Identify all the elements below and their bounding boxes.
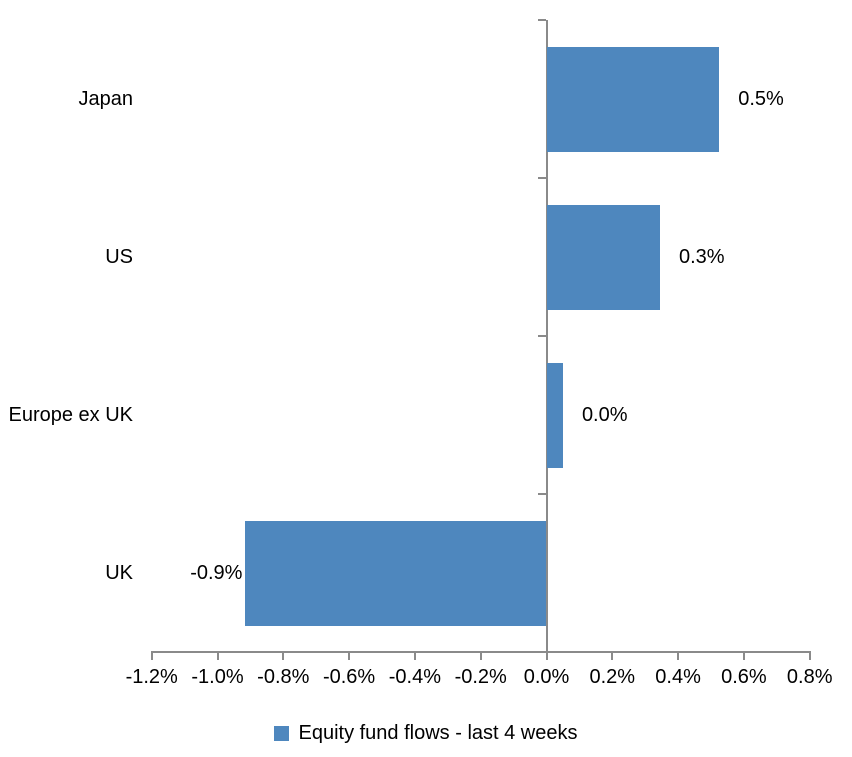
x-axis-tick (742, 652, 745, 660)
x-axis-tick (545, 652, 548, 660)
category-label: Japan (78, 88, 134, 110)
x-tick-label: -0.6% (322, 666, 376, 688)
bar (546, 46, 720, 152)
category-tick (537, 177, 546, 179)
bar (245, 520, 547, 626)
category-tick (537, 493, 546, 495)
x-tick-label: 0.8% (786, 666, 833, 688)
bar (546, 362, 563, 468)
x-axis-tick (677, 652, 680, 660)
x-tick-label: 0.0% (523, 666, 570, 688)
legend-label: Equity fund flows - last 4 weeks (298, 721, 578, 744)
x-axis-tick (348, 652, 351, 660)
legend: Equity fund flows - last 4 weeks (0, 721, 852, 745)
x-tick-label: 0.4% (655, 666, 701, 688)
category-tick (537, 335, 546, 337)
category-label: Europe ex UK (8, 404, 133, 426)
y-axis-line (545, 20, 548, 652)
x-axis-tick (413, 652, 416, 660)
category-label: UK (105, 562, 133, 584)
data-label: 0.3% (679, 246, 725, 268)
x-axis-tick (808, 652, 811, 660)
x-axis-tick (479, 652, 482, 660)
x-axis-tick (150, 652, 153, 660)
data-label: 0.5% (738, 88, 784, 110)
x-axis-tick (611, 652, 614, 660)
x-tick-label: -1.2% (125, 666, 178, 688)
x-tick-label: -1.0% (191, 666, 244, 688)
data-label: -0.9% (190, 562, 243, 584)
data-label: 0.0% (581, 404, 628, 426)
x-tick-label: -0.4% (388, 666, 442, 688)
x-tick-label: 0.6% (721, 666, 767, 688)
x-tick-label: -0.2% (454, 666, 507, 688)
x-tick-label: -0.8% (257, 666, 310, 688)
category-tick (537, 19, 546, 21)
x-axis-tick (216, 652, 219, 660)
category-label: US (105, 246, 133, 268)
legend-swatch-icon (274, 725, 290, 741)
x-tick-label: 0.2% (589, 666, 636, 688)
x-axis-tick (282, 652, 285, 660)
bar (546, 204, 660, 310)
